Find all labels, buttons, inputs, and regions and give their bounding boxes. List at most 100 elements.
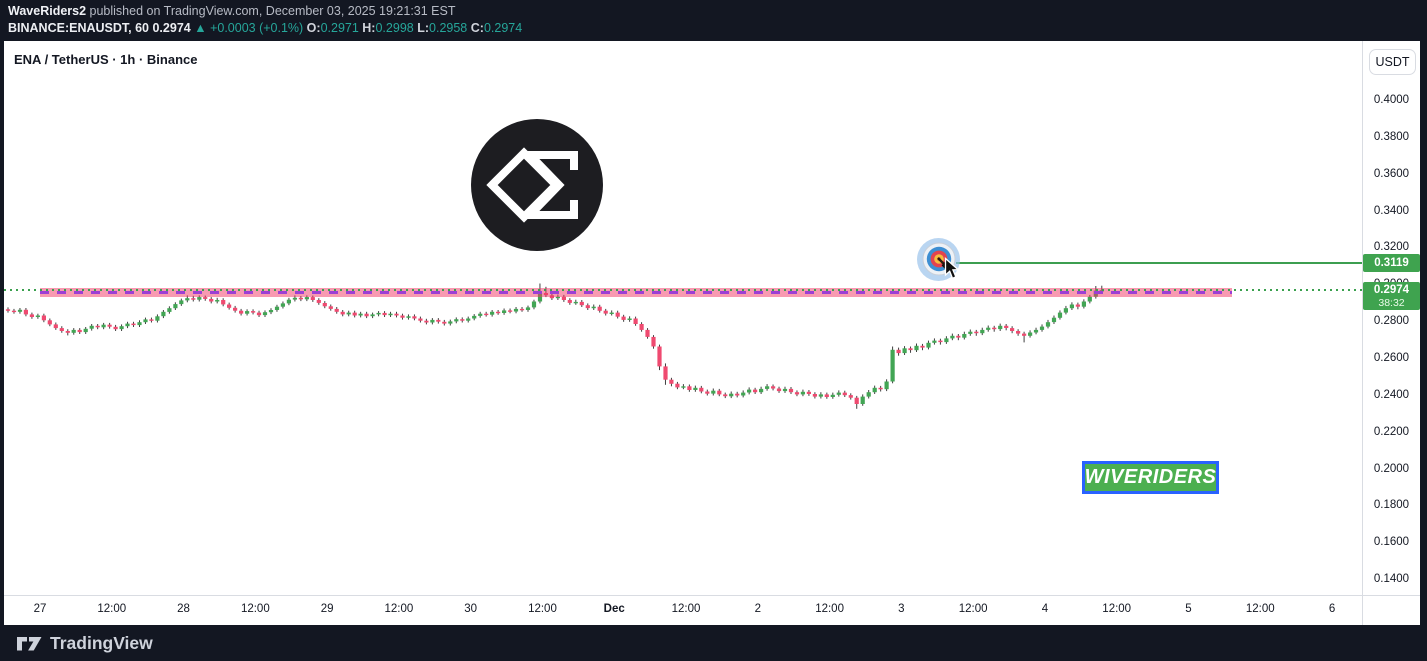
candle	[23, 309, 28, 315]
candle	[657, 346, 662, 367]
candle	[776, 388, 782, 392]
time-tick: 12:00	[671, 603, 701, 615]
candle	[436, 319, 441, 322]
candle	[352, 312, 357, 316]
candle	[203, 297, 208, 299]
last-price-badge-value: 0.2974	[1373, 284, 1410, 297]
candle	[143, 319, 148, 323]
candle	[513, 308, 519, 312]
time-tick: 12:00	[1245, 603, 1275, 615]
candle	[83, 328, 88, 333]
candle	[382, 312, 387, 316]
time-tick: 27	[33, 603, 47, 615]
candle	[227, 304, 232, 308]
publish-bar: WaveRiders2 published on TradingView.com…	[0, 0, 1427, 41]
time-tick: 3	[898, 603, 905, 615]
target-price-line[interactable]	[956, 262, 1362, 265]
candle	[1033, 329, 1039, 333]
price-tick: 0.2000	[1373, 462, 1410, 475]
candle	[161, 311, 166, 317]
candle	[137, 322, 142, 326]
candle	[71, 329, 76, 333]
candle	[113, 326, 118, 330]
candle	[711, 390, 716, 394]
publisher-name: WaveRiders2	[8, 4, 87, 18]
price-axis-separator	[1362, 41, 1363, 625]
candle	[1004, 325, 1009, 328]
candle	[932, 340, 937, 343]
candle	[950, 335, 955, 339]
candle	[310, 297, 315, 300]
candle	[298, 297, 303, 300]
candle	[185, 298, 190, 301]
candle	[65, 331, 70, 333]
time-tick: 12:00	[528, 603, 557, 615]
candle	[729, 393, 734, 397]
candle	[663, 366, 668, 380]
chart-panel[interactable]	[4, 41, 1420, 625]
price-tick: 0.1400	[1373, 573, 1410, 586]
candle	[364, 313, 369, 317]
price-tick: 0.2800	[1373, 315, 1410, 328]
candle	[896, 349, 901, 354]
candle	[454, 319, 459, 322]
candle	[1045, 322, 1051, 327]
candle	[860, 396, 865, 404]
time-tick: 30	[464, 603, 478, 615]
price-tick: 0.4000	[1373, 94, 1410, 106]
candle	[705, 391, 710, 394]
candle	[424, 320, 429, 323]
candle	[334, 308, 339, 312]
candle	[256, 312, 262, 316]
tradingview-logo-icon	[17, 636, 42, 650]
resistance-zone-centerline[interactable]	[40, 291, 1232, 295]
candle	[406, 316, 411, 318]
currency-toggle-button[interactable]: USDT	[1369, 49, 1416, 75]
candle	[466, 318, 471, 321]
candle	[340, 311, 345, 315]
candlestick-plot[interactable]	[4, 45, 1362, 595]
candle	[1022, 333, 1027, 336]
candle	[155, 316, 160, 321]
time-tick: Dec	[603, 603, 625, 615]
candle	[173, 304, 178, 309]
candle	[412, 316, 417, 319]
candle	[376, 312, 381, 315]
candle	[669, 379, 674, 384]
candle	[1010, 328, 1015, 331]
candle	[848, 395, 853, 398]
candle	[502, 310, 507, 313]
chart-legend-title[interactable]: ENA / TetherUS · 1h · Binance	[14, 52, 198, 67]
candle	[771, 386, 776, 389]
candle	[1069, 304, 1074, 309]
candle	[747, 389, 752, 393]
candle	[496, 311, 501, 314]
time-tick: 5	[1185, 603, 1192, 615]
candle	[908, 348, 913, 351]
candle	[209, 298, 214, 302]
candle	[525, 307, 531, 310]
candle	[986, 327, 991, 330]
candle	[531, 301, 537, 308]
candle	[508, 310, 513, 312]
dart-target-emoji-icon[interactable]	[920, 240, 958, 278]
candle	[723, 394, 728, 397]
candle	[292, 297, 297, 300]
candle	[394, 313, 399, 316]
candle	[107, 324, 112, 327]
candle	[765, 386, 770, 389]
time-tick: 12:00	[240, 603, 270, 615]
candle	[442, 321, 447, 324]
candle	[245, 311, 250, 314]
last-price-line	[4, 289, 1362, 292]
candle	[830, 394, 835, 397]
time-tick: 12:00	[1102, 603, 1132, 615]
candle	[956, 335, 961, 338]
wiveriders-badge-text: WIVERIDERS	[1084, 466, 1217, 488]
low-label: L:	[417, 21, 430, 35]
footer-bar: TradingView	[0, 625, 1427, 661]
candle	[478, 313, 483, 316]
tradingview-brand[interactable]: TradingView	[16, 633, 153, 654]
candle	[11, 310, 17, 313]
open-label: O:	[306, 21, 321, 35]
